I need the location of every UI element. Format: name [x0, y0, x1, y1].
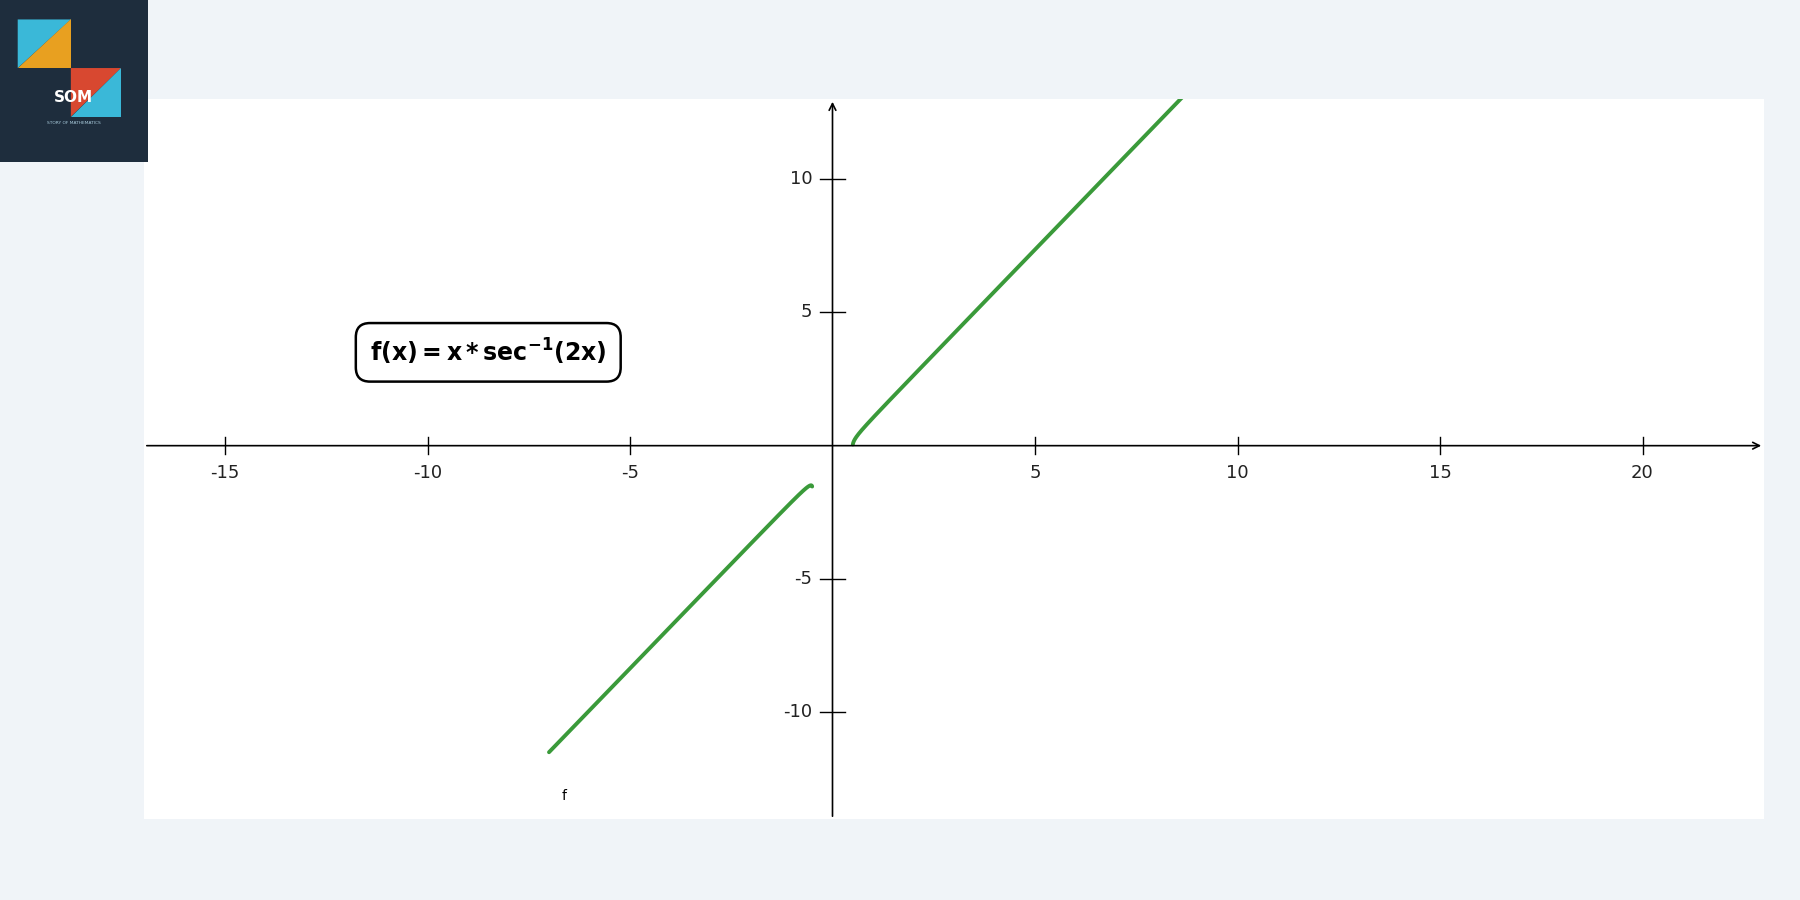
- Text: 10: 10: [1226, 464, 1249, 482]
- FancyBboxPatch shape: [0, 0, 148, 162]
- Text: -10: -10: [783, 703, 812, 721]
- Text: 15: 15: [1429, 464, 1451, 482]
- Text: SOM: SOM: [54, 90, 94, 104]
- Text: f: f: [562, 789, 567, 804]
- Text: -10: -10: [412, 464, 443, 482]
- Text: -15: -15: [211, 464, 239, 482]
- Polygon shape: [70, 68, 121, 117]
- Text: 10: 10: [790, 170, 812, 188]
- Text: -5: -5: [794, 570, 812, 588]
- Polygon shape: [18, 20, 70, 68]
- Text: STORY OF MATHEMATICS: STORY OF MATHEMATICS: [47, 122, 101, 125]
- Text: 20: 20: [1631, 464, 1654, 482]
- Polygon shape: [70, 68, 121, 117]
- Text: 5: 5: [1030, 464, 1040, 482]
- Polygon shape: [18, 20, 70, 68]
- Text: 5: 5: [801, 303, 812, 321]
- Text: $\mathbf{f(x) = x * sec^{-1}(2x)}$: $\mathbf{f(x) = x * sec^{-1}(2x)}$: [371, 338, 607, 367]
- Text: -5: -5: [621, 464, 639, 482]
